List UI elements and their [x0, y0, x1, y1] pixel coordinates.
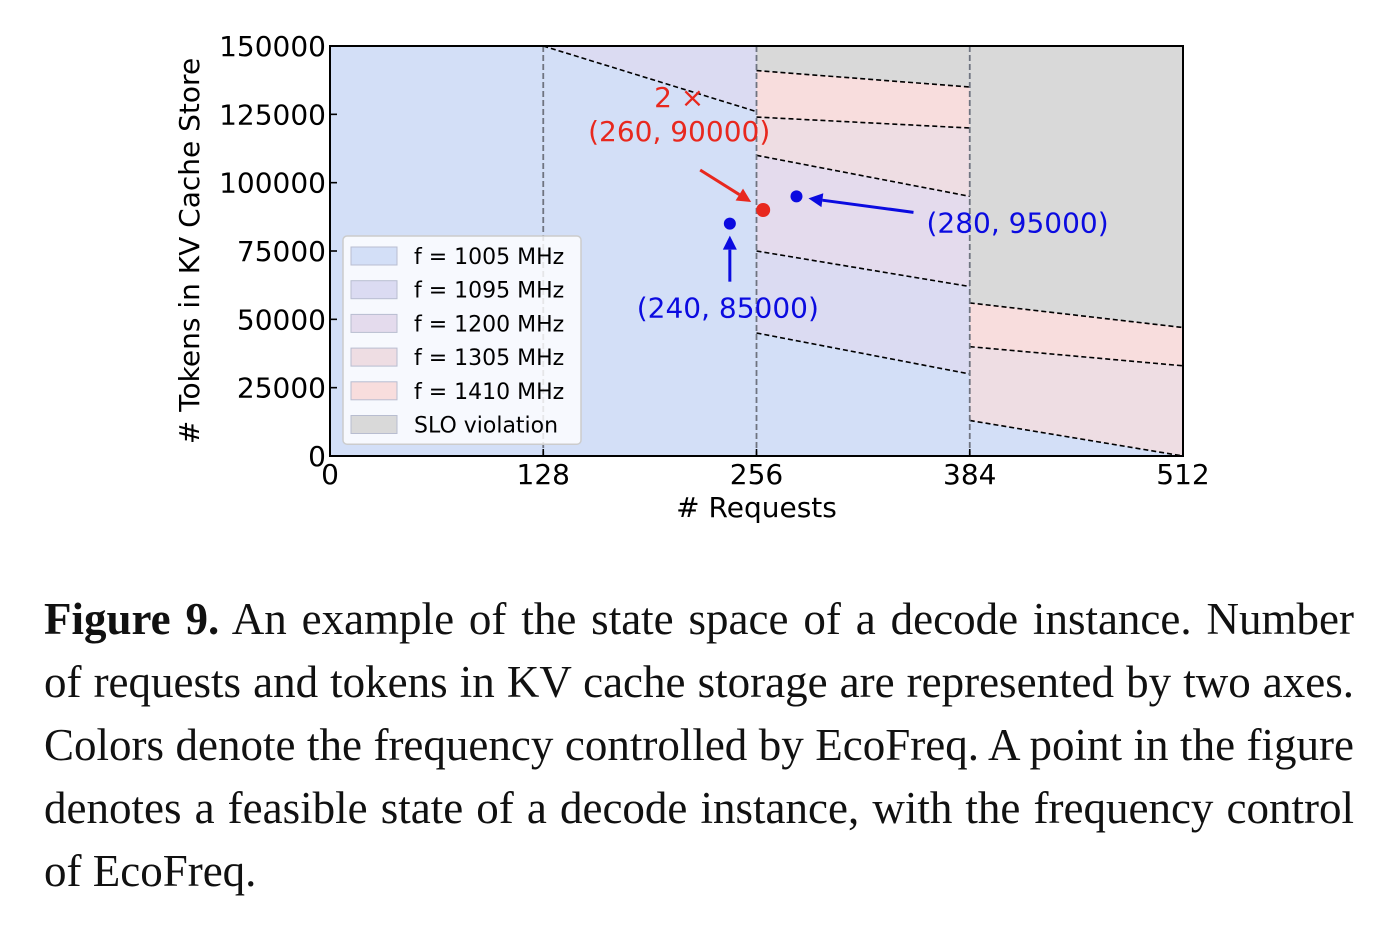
legend-swatch	[350, 381, 398, 401]
y-tick-label: 25000	[237, 372, 326, 405]
annotation-arrow-0-shaft	[699, 168, 741, 196]
legend-swatch	[350, 415, 398, 434]
data-point-2	[790, 190, 803, 203]
region-7	[969, 302, 1183, 366]
caption-label: Figure 9.	[44, 594, 220, 644]
boundary-line-6	[969, 302, 1184, 329]
region-1	[756, 46, 970, 87]
point-annotations: 2 ×(260, 90000) (240, 85000) (280, 95000)	[588, 81, 1109, 325]
annotation-arrow-0-head	[735, 188, 752, 202]
x-tick-label: 384	[943, 458, 996, 491]
y-tick-label: 150000	[219, 30, 326, 63]
y-tick-label: 75000	[237, 235, 326, 268]
legend-swatch	[350, 280, 398, 300]
boundary-line-8	[969, 419, 1184, 457]
boundary-line-5	[756, 332, 970, 375]
point-label-0: (260, 90000)	[588, 115, 770, 148]
region-0	[543, 46, 757, 112]
data-point-1	[723, 217, 736, 230]
legend: f = 1005 MHz f = 1095 MHz f = 1200 MHz f = …	[342, 235, 582, 445]
legend-label: f = 1305 MHz	[414, 346, 564, 371]
x-tick-label: 256	[730, 458, 783, 491]
region-8	[969, 346, 1183, 456]
y-tick-label: 100000	[219, 167, 326, 200]
caption-text: An example of the state space of a decod…	[44, 594, 1354, 896]
boundary-line-7	[969, 345, 1184, 367]
x-axis-label: # Requests	[676, 491, 837, 524]
x-tick-label: 128	[517, 458, 570, 491]
annotation-arrow-1-head	[722, 235, 737, 250]
x-tick-label: 512	[1156, 458, 1209, 491]
legend-swatch	[350, 246, 398, 266]
legend-label: f = 1410 MHz	[414, 380, 564, 405]
axis-ticks: 0 128 256 384 512 0 25000 50000 75000 100000 12500…	[219, 30, 1210, 491]
figure-caption: Figure 9. An example of the state space …	[44, 588, 1354, 903]
legend-label: f = 1200 MHz	[414, 312, 564, 337]
region-6	[969, 46, 1183, 328]
data-point-0	[756, 203, 771, 217]
legend-swatch	[350, 313, 398, 333]
legend-swatch	[350, 347, 398, 367]
legend-label: f = 1095 MHz	[414, 279, 564, 304]
annotation-arrow-2-head	[808, 193, 824, 208]
legend-label: f = 1005 MHz	[414, 245, 564, 270]
region-3	[756, 117, 970, 197]
boundary-line-3	[756, 154, 970, 198]
point-label-1: (240, 85000)	[637, 292, 819, 325]
point-label-0: 2 ×	[654, 81, 704, 114]
annotation-arrow-2-shaft	[822, 198, 914, 214]
y-tick-label: 50000	[237, 303, 326, 336]
y-axis-label: # Tokens in KV Cache Store	[173, 58, 206, 444]
region-4	[756, 155, 970, 287]
y-tick-label: 125000	[219, 98, 326, 131]
boundary-line-1	[756, 69, 970, 88]
region-2	[756, 70, 970, 128]
legend-label: SLO violation	[414, 414, 558, 439]
x-tick-label: 0	[321, 458, 339, 491]
boundary-lines	[542, 45, 1184, 457]
boundary-line-4	[756, 250, 970, 288]
boundary-line-0	[543, 45, 757, 113]
region-5	[756, 251, 970, 374]
legend-box	[342, 235, 582, 445]
point-label-2: (280, 95000)	[926, 206, 1108, 239]
state-space-chart: 0 128 256 384 512 0 25000 50000 75000 100000 12500…	[173, 30, 1210, 524]
y-tick-label: 0	[308, 440, 326, 473]
boundary-line-2	[756, 116, 970, 129]
